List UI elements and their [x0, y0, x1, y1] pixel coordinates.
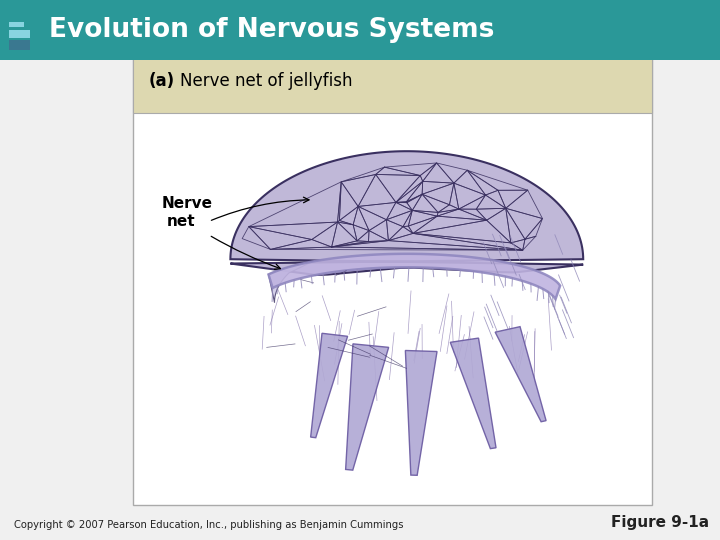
FancyBboxPatch shape	[9, 30, 30, 38]
Polygon shape	[405, 350, 437, 475]
Polygon shape	[269, 254, 560, 299]
Text: Evolution of Nervous Systems: Evolution of Nervous Systems	[49, 17, 495, 43]
Text: Figure 9-1a: Figure 9-1a	[611, 515, 709, 530]
Text: (a): (a)	[149, 72, 175, 90]
Text: Copyright © 2007 Pearson Education, Inc., publishing as Benjamin Cummings: Copyright © 2007 Pearson Education, Inc.…	[14, 520, 404, 530]
FancyBboxPatch shape	[9, 40, 30, 50]
Text: net: net	[166, 214, 195, 230]
FancyBboxPatch shape	[0, 0, 720, 60]
FancyBboxPatch shape	[133, 49, 652, 505]
Polygon shape	[230, 151, 583, 275]
Text: Nerve net of jellyfish: Nerve net of jellyfish	[180, 72, 353, 90]
Polygon shape	[310, 333, 348, 438]
Text: Nerve: Nerve	[162, 195, 213, 211]
Polygon shape	[495, 327, 546, 422]
Polygon shape	[450, 338, 496, 449]
Polygon shape	[346, 344, 389, 470]
Polygon shape	[269, 261, 312, 302]
FancyBboxPatch shape	[133, 49, 652, 113]
FancyBboxPatch shape	[9, 22, 24, 27]
